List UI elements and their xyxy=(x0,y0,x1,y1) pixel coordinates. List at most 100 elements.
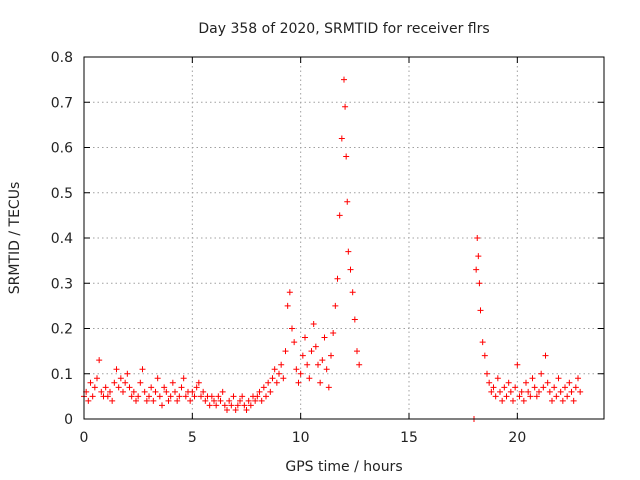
data-point xyxy=(280,375,286,381)
chart-title: Day 358 of 2020, SRMTID for receiver flr… xyxy=(198,21,489,37)
y-tick-label: 0.7 xyxy=(51,95,73,111)
data-point xyxy=(512,384,518,390)
data-point xyxy=(553,393,559,399)
y-tick-labels: 0 0.1 0.2 0.3 0.4 0.5 0.6 0.7 0.8 xyxy=(51,50,73,428)
data-point xyxy=(342,104,348,110)
data-point xyxy=(562,384,568,390)
y-tick-label: 0 xyxy=(64,412,73,428)
data-point xyxy=(475,253,481,259)
x-tick-label: 0 xyxy=(80,430,89,446)
data-point xyxy=(270,375,276,381)
data-point xyxy=(170,380,176,386)
data-point xyxy=(330,330,336,336)
data-point xyxy=(276,371,282,377)
y-tick-label: 0.4 xyxy=(51,231,73,247)
data-point xyxy=(356,362,362,368)
data-point xyxy=(486,380,492,386)
data-point xyxy=(521,398,527,404)
data-point xyxy=(504,393,510,399)
data-point xyxy=(493,393,499,399)
data-point xyxy=(543,353,549,359)
data-point xyxy=(549,398,555,404)
data-point xyxy=(289,326,295,332)
data-point xyxy=(354,348,360,354)
data-point xyxy=(274,380,280,386)
data-point xyxy=(111,380,117,386)
data-point xyxy=(94,375,100,381)
data-point xyxy=(332,303,338,309)
data-point xyxy=(172,389,178,395)
data-point xyxy=(328,353,334,359)
data-point xyxy=(116,384,122,390)
data-point xyxy=(313,344,319,350)
data-point xyxy=(122,380,128,386)
y-tick-label: 0.5 xyxy=(51,186,73,202)
data-point xyxy=(514,362,520,368)
data-point xyxy=(159,402,165,408)
data-point xyxy=(352,316,358,322)
data-point xyxy=(296,380,302,386)
data-point xyxy=(181,375,187,381)
data-point xyxy=(92,384,98,390)
data-point xyxy=(309,348,315,354)
data-point xyxy=(283,348,289,354)
data-point xyxy=(142,389,148,395)
data-point xyxy=(335,276,341,282)
data-point xyxy=(207,402,213,408)
data-point xyxy=(564,393,570,399)
data-point xyxy=(540,384,546,390)
data-point xyxy=(530,375,536,381)
data-point xyxy=(140,366,146,372)
data-point xyxy=(326,384,332,390)
data-point xyxy=(510,398,516,404)
x-tick-label: 15 xyxy=(400,430,418,446)
data-point xyxy=(261,384,267,390)
data-point xyxy=(569,389,575,395)
data-point xyxy=(103,384,109,390)
data-point xyxy=(150,398,156,404)
data-point xyxy=(575,375,581,381)
data-point xyxy=(343,154,349,160)
x-tick-label: 5 xyxy=(188,430,197,446)
data-point xyxy=(302,335,308,341)
data-point xyxy=(571,398,577,404)
data-points xyxy=(81,77,583,422)
data-point xyxy=(120,389,126,395)
data-point xyxy=(267,389,273,395)
data-point xyxy=(545,380,551,386)
data-point xyxy=(124,371,130,377)
data-point xyxy=(341,77,347,83)
data-point xyxy=(523,380,529,386)
data-point xyxy=(474,235,480,241)
data-point xyxy=(278,362,284,368)
data-point xyxy=(324,366,330,372)
data-point xyxy=(499,398,505,404)
data-point xyxy=(293,366,299,372)
data-point xyxy=(272,366,278,372)
data-point xyxy=(473,267,479,273)
data-point xyxy=(298,371,304,377)
y-tick-label: 0.2 xyxy=(51,322,73,338)
data-point xyxy=(259,398,265,404)
data-point xyxy=(304,362,310,368)
data-point xyxy=(263,393,269,399)
data-point xyxy=(322,335,328,341)
data-point xyxy=(556,375,562,381)
data-point xyxy=(577,389,583,395)
y-tick-label: 0.6 xyxy=(51,141,73,157)
data-point xyxy=(476,280,482,286)
data-point xyxy=(345,249,351,255)
y-tick-label: 0.8 xyxy=(51,50,73,66)
data-point xyxy=(153,389,159,395)
data-point xyxy=(532,384,538,390)
data-point xyxy=(344,199,350,205)
data-point xyxy=(551,384,557,390)
data-point xyxy=(350,289,356,295)
data-point xyxy=(306,375,312,381)
data-point xyxy=(90,393,96,399)
data-point xyxy=(319,357,325,363)
x-axis-label: GPS time / hours xyxy=(285,459,402,475)
data-point xyxy=(287,289,293,295)
data-point xyxy=(300,353,306,359)
data-point xyxy=(187,398,193,404)
